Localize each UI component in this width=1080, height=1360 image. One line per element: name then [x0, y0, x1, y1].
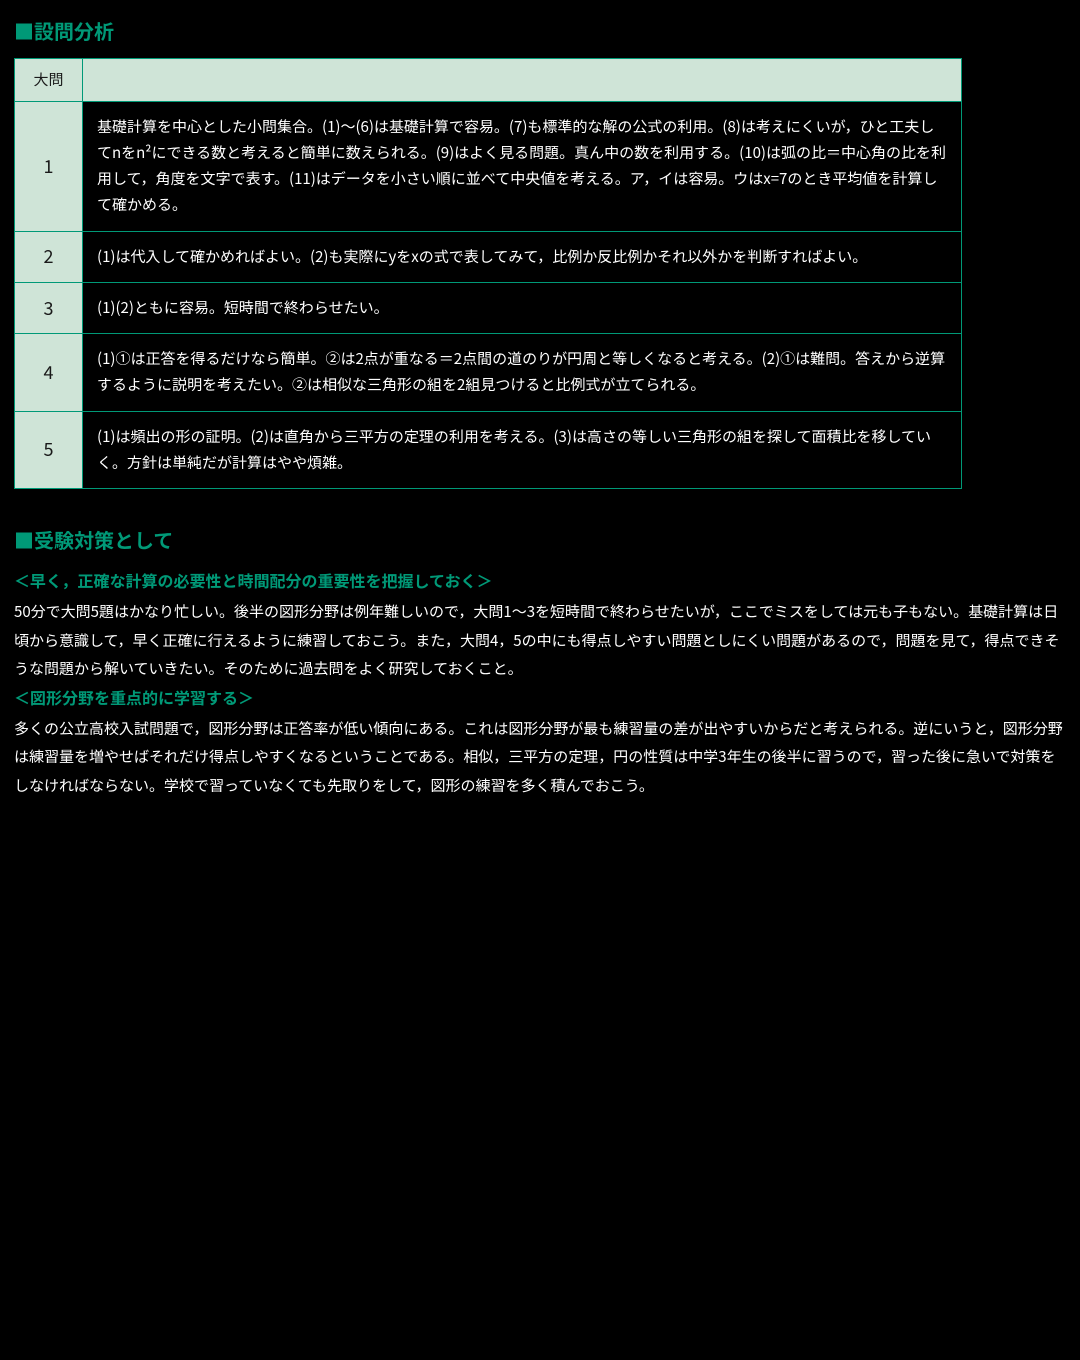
row-num: 5: [15, 411, 83, 489]
row-num: 1: [15, 101, 83, 231]
row-body: (1)①は正答を得るだけなら簡単。②は2点が重なる＝2点間の道のりが円周と等しく…: [83, 334, 962, 412]
table-row: 2 (1)は代入して確かめればよい。(2)も実際にyをxの式で表してみて，比例か…: [15, 231, 962, 282]
section-heading-tips: ■受験対策として: [14, 523, 1066, 557]
table-row: 4 (1)①は正答を得るだけなら簡単。②は2点が重なる＝2点間の道のりが円周と等…: [15, 334, 962, 412]
tip-heading: ＜早く，正確な計算の必要性と時間配分の重要性を把握しておく＞: [14, 567, 1066, 594]
col-header-num: 大問: [15, 59, 83, 102]
row-num: 2: [15, 231, 83, 282]
col-header-body: [83, 59, 962, 102]
row-body: (1)は頻出の形の証明。(2)は直角から三平方の定理の利用を考える。(3)は高さ…: [83, 411, 962, 489]
tip-body: 50分で大問5題はかなり忙しい。後半の図形分野は例年難しいので，大問1～3を短時…: [14, 598, 1066, 684]
tip-block: ＜図形分野を重点的に学習する＞ 多くの公立高校入試問題で，図形分野は正答率が低い…: [14, 684, 1066, 801]
table-row: 1 基礎計算を中心とした小問集合。(1)～(6)は基礎計算で容易。(7)も標準的…: [15, 101, 962, 231]
row-body: (1)(2)ともに容易。短時間で終わらせたい。: [83, 282, 962, 333]
tip-body: 多くの公立高校入試問題で，図形分野は正答率が低い傾向にある。これは図形分野が最も…: [14, 715, 1066, 801]
tip-block: ＜早く，正確な計算の必要性と時間配分の重要性を把握しておく＞ 50分で大問5題は…: [14, 567, 1066, 684]
section-heading-analysis: ■設問分析: [14, 14, 1066, 48]
row-body: (1)は代入して確かめればよい。(2)も実際にyをxの式で表してみて，比例か反比…: [83, 231, 962, 282]
row-num: 4: [15, 334, 83, 412]
row-body: 基礎計算を中心とした小問集合。(1)～(6)は基礎計算で容易。(7)も標準的な解…: [83, 101, 962, 231]
table-row: 5 (1)は頻出の形の証明。(2)は直角から三平方の定理の利用を考える。(3)は…: [15, 411, 962, 489]
table-row: 3 (1)(2)ともに容易。短時間で終わらせたい。: [15, 282, 962, 333]
row-num: 3: [15, 282, 83, 333]
tip-heading: ＜図形分野を重点的に学習する＞: [14, 684, 1066, 711]
analysis-table: 大問 1 基礎計算を中心とした小問集合。(1)～(6)は基礎計算で容易。(7)も…: [14, 58, 962, 489]
